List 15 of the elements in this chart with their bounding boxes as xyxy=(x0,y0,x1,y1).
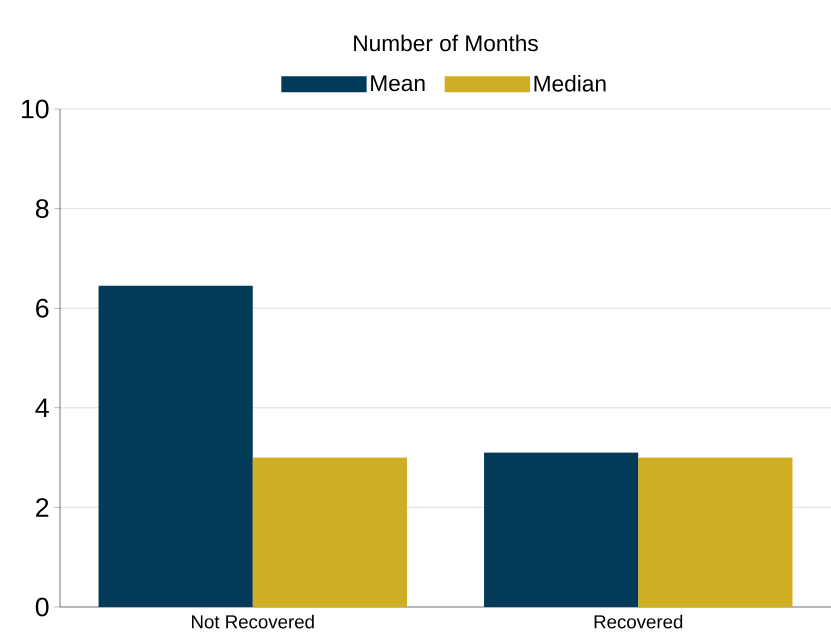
bar xyxy=(252,458,407,607)
y-tick-label: 0 xyxy=(36,598,49,616)
y-tick-label: 4 xyxy=(35,398,49,417)
bar xyxy=(98,286,253,607)
x-tick-label: Not Recovered xyxy=(192,614,314,628)
chart-title: Number of Months xyxy=(354,34,538,52)
y-tick-label: 6 xyxy=(36,298,48,318)
y-tick-label: 2 xyxy=(36,498,48,517)
legend-label: Median xyxy=(534,75,606,92)
y-tick-label: 10 xyxy=(22,100,49,118)
bar xyxy=(484,452,638,607)
x-tick-label: Recovered xyxy=(594,614,682,628)
y-tick-label: 8 xyxy=(36,199,48,218)
bar xyxy=(638,458,792,607)
legend-label: Mean xyxy=(371,75,425,92)
